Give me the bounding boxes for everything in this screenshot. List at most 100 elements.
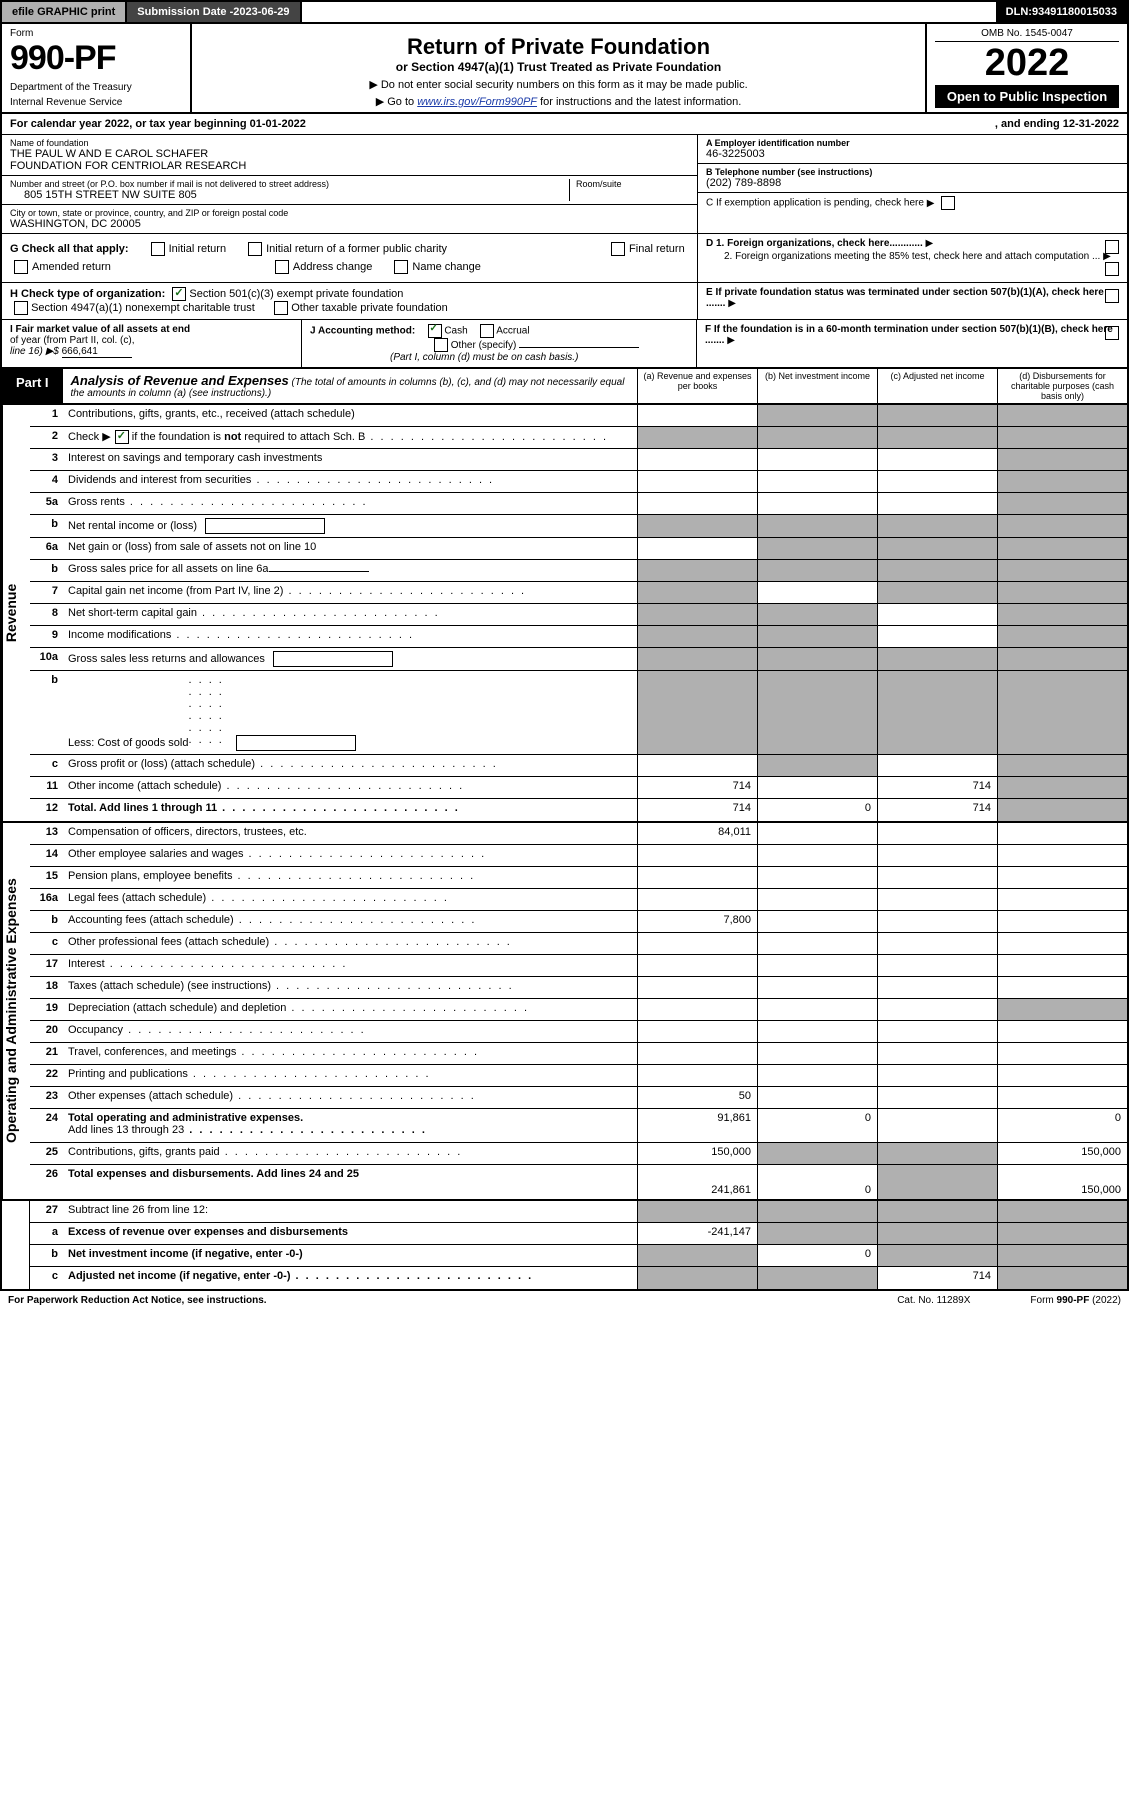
entity-block: Name of foundation THE PAUL W AND E CARO… [2, 135, 1127, 234]
l12-a: 714 [637, 799, 757, 821]
ein-label: A Employer identification number [706, 138, 1093, 148]
g-amended-checkbox[interactable] [14, 260, 28, 274]
e-checkbox[interactable] [1105, 289, 1119, 303]
g-h-block: G Check all that apply: Initial return I… [2, 234, 1127, 283]
l11-c: 714 [877, 777, 997, 798]
g-initial-checkbox[interactable] [151, 242, 165, 256]
j-accrual-checkbox[interactable] [480, 324, 494, 338]
l10b: Less: Cost of goods sold [64, 671, 637, 754]
j-label: J Accounting method: [310, 326, 415, 337]
l24: Total operating and administrative expen… [64, 1109, 637, 1142]
address-row: Number and street (or P.O. box number if… [2, 176, 697, 205]
l24-d: 0 [997, 1109, 1127, 1142]
foundation-city: WASHINGTON, DC 20005 [10, 218, 689, 230]
e-block: E If private foundation status was termi… [697, 283, 1127, 319]
l13: Compensation of officers, directors, tru… [64, 823, 637, 844]
dln-value: 93491180015033 [1032, 6, 1117, 18]
j-other-checkbox[interactable] [434, 338, 448, 352]
l10a: Gross sales less returns and allowances [64, 648, 637, 670]
h-4947-checkbox[interactable] [14, 301, 28, 315]
form-number: 990-PF [10, 39, 182, 78]
l27b-b: 0 [757, 1245, 877, 1266]
spacer [302, 2, 996, 22]
d2-label: 2. Foreign organizations meeting the 85%… [724, 251, 1100, 262]
l2-checkbox[interactable] [115, 430, 129, 444]
form-word: Form [10, 28, 182, 39]
address-label: Number and street (or P.O. box number if… [10, 179, 569, 189]
instructions-link[interactable]: www.irs.gov/Form990PF [417, 96, 537, 108]
l13-a: 84,011 [637, 823, 757, 844]
form-header: Form 990-PF Department of the Treasury I… [2, 24, 1127, 114]
j-cash-checkbox[interactable] [428, 324, 442, 338]
l27a-a: -241,147 [637, 1223, 757, 1244]
cal-right: , and ending 12-31-2022 [995, 118, 1119, 130]
expenses-section: Operating and Administrative Expenses 13… [2, 823, 1127, 1201]
name-label: Name of foundation [10, 138, 689, 148]
d1-label: D 1. Foreign organizations, check here..… [706, 238, 923, 249]
l12-b: 0 [757, 799, 877, 821]
col-d-header: (d) Disbursements for charitable purpose… [997, 369, 1127, 403]
i-lbl3: line 16) ▶$ [10, 346, 62, 357]
g-address-checkbox[interactable] [275, 260, 289, 274]
g-name-checkbox[interactable] [394, 260, 408, 274]
l11: Other income (attach schedule) [64, 777, 637, 798]
c-checkbox[interactable] [941, 196, 955, 210]
g-final-checkbox[interactable] [611, 242, 625, 256]
l22: Printing and publications [64, 1065, 637, 1086]
h-501c3-checkbox[interactable] [172, 287, 186, 301]
tel-row: B Telephone number (see instructions) (2… [698, 164, 1127, 193]
d2-checkbox[interactable] [1105, 262, 1119, 276]
j-other-line [519, 347, 639, 348]
f-block: F If the foundation is in a 60-month ter… [697, 320, 1127, 367]
d1-checkbox[interactable] [1105, 240, 1119, 254]
l26-a: 241,861 [637, 1165, 757, 1199]
h-label: H Check type of organization: [10, 288, 165, 300]
top-bar: efile GRAPHIC print Submission Date - 20… [2, 2, 1127, 24]
l20: Occupancy [64, 1021, 637, 1042]
c-label: C If exemption application is pending, c… [706, 198, 924, 209]
part1-title: Analysis of Revenue and Expenses [71, 373, 289, 388]
form-subtitle: or Section 4947(a)(1) Trust Treated as P… [200, 60, 917, 74]
col-b-header: (b) Net investment income [757, 369, 877, 403]
efile-print-button[interactable]: efile GRAPHIC print [2, 2, 127, 22]
part1-header: Part I Analysis of Revenue and Expenses … [2, 369, 1127, 405]
l24-b: 0 [757, 1109, 877, 1142]
ein-value: 46-3225003 [706, 148, 1093, 160]
room-label: Room/suite [576, 179, 689, 189]
l12: Total. Add lines 1 through 11 [64, 799, 637, 821]
tax-year: 2022 [935, 42, 1119, 85]
tel-value: (202) 789-8898 [706, 177, 1093, 189]
submission-date-value: 2023-06-29 [233, 6, 289, 18]
foundation-name-2: FOUNDATION FOR CENTRIOLAR RESEARCH [10, 160, 689, 172]
i-lbl1: I Fair market value of all assets at end [10, 324, 293, 335]
paperwork-notice: For Paperwork Reduction Act Notice, see … [8, 1295, 267, 1306]
l27c: Adjusted net income (if negative, enter … [64, 1267, 637, 1289]
j-note: (Part I, column (d) must be on cash basi… [390, 352, 578, 363]
foundation-address: 805 15TH STREET NW SUITE 805 [10, 189, 569, 201]
j-cash: Cash [444, 326, 467, 337]
form-ref-pre: Form [1030, 1295, 1056, 1306]
h-other-checkbox[interactable] [274, 301, 288, 315]
l2-pre: Check ▶ [68, 431, 111, 443]
g-initial-former-checkbox[interactable] [248, 242, 262, 256]
calendar-year-row: For calendar year 2022, or tax year begi… [2, 114, 1127, 135]
l27: Subtract line 26 from line 12: [64, 1201, 637, 1222]
j-accrual: Accrual [496, 326, 529, 337]
l5b: Net rental income or (loss) [64, 515, 637, 537]
l9: Income modifications [64, 626, 637, 647]
c-row: C If exemption application is pending, c… [698, 193, 1127, 213]
expenses-side-label: Operating and Administrative Expenses [2, 823, 30, 1199]
submission-date-label: Submission Date - [137, 6, 233, 18]
l26-b: 0 [757, 1165, 877, 1199]
l16b: Accounting fees (attach schedule) [64, 911, 637, 932]
foundation-name-1: THE PAUL W AND E CAROL SCHAFER [10, 148, 689, 160]
form-title-box: Return of Private Foundation or Section … [192, 24, 927, 112]
f-checkbox[interactable] [1105, 326, 1119, 340]
arrow-icon: ▶ [927, 198, 935, 209]
l16c: Other professional fees (attach schedule… [64, 933, 637, 954]
line27-section: 27Subtract line 26 from line 12: aExcess… [2, 1201, 1127, 1289]
i-block: I Fair market value of all assets at end… [2, 320, 302, 367]
tel-label: B Telephone number (see instructions) [706, 167, 1093, 177]
submission-date: Submission Date - 2023-06-29 [127, 2, 301, 22]
form-ref-num: 990-PF [1057, 1295, 1090, 1306]
